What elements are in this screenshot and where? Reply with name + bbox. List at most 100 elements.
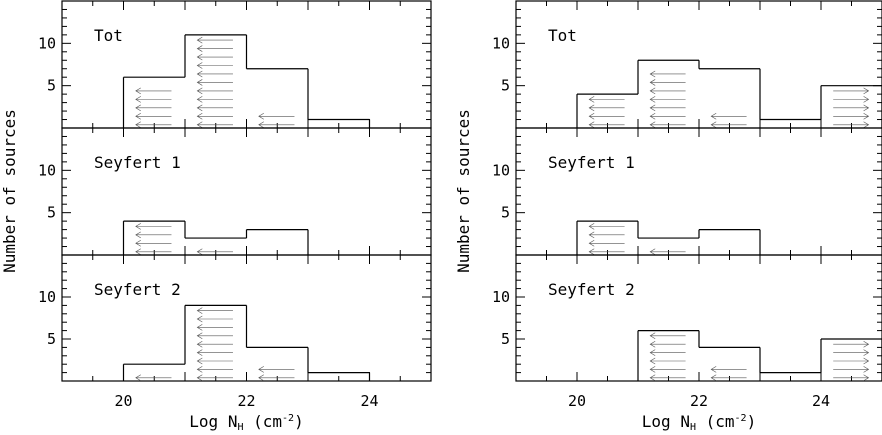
upper-limit-arrow [649,104,686,112]
upper-limit-arrow [135,240,172,247]
lower-limit-arrow [833,113,870,120]
y-tick-label: 10 [492,161,510,179]
subpanel-label: Seyfert 2 [548,280,635,299]
upper-limit-arrow [196,104,233,112]
upper-limit-arrow [196,62,233,69]
upper-limit-arrow [588,104,625,112]
upper-limit-arrow [649,121,686,129]
lower-limit-arrow [833,96,870,103]
subpanel-seyfert-1: 5 10 Seyfert 1 [38,127,432,256]
upper-limit-arrow [258,113,295,120]
upper-limit-arrow [588,248,625,256]
y-tick-label: 10 [38,288,56,306]
upper-limit-arrow [649,332,686,340]
lower-limit-arrow [833,357,870,365]
subpanel-label: Tot [94,26,123,45]
upper-limit-arrow [196,357,233,365]
upper-limit-arrow [196,36,233,44]
upper-limit-arrow [710,113,747,120]
upper-limit-arrow [649,87,686,95]
upper-limit-arrow [135,231,172,239]
upper-limit-arrow [588,121,625,129]
subpanel-label: Seyfert 1 [94,153,181,172]
lower-limit-arrow [833,340,870,348]
upper-limit-arrow [196,374,233,382]
upper-limit-arrow [135,113,172,120]
y-tick-label: 10 [38,34,56,52]
upper-limit-arrow [649,349,686,356]
upper-limit-arrow [649,96,686,103]
upper-limit-arrow [649,374,686,382]
y-tick-label: 10 [492,288,510,306]
subpanel-seyfert-2: 5 10 Seyfert 2 [492,254,882,382]
subpanel-label: Seyfert 1 [548,153,635,172]
upper-limit-arrow [710,366,747,373]
subpanel-tot: 5 10 Tot [492,0,882,129]
upper-limit-arrow [196,332,233,340]
upper-limit-arrow [196,315,233,323]
x-axis-label: Log NH (cm-2) [189,412,303,431]
upper-limit-arrow [196,113,233,120]
upper-limit-arrow [649,79,686,86]
upper-limit-arrow [588,231,625,239]
lower-limit-arrow [833,121,870,129]
subpanel-seyfert-2: 5 10 Seyfert 2 [38,254,432,382]
panel-right: 5 10 Tot 5 10 Seyfert 1 5 10 Seyfert 2 20 22 24 Log … [454,0,882,433]
x-tick-label: 24 [360,392,378,410]
upper-limit-arrow [588,223,625,230]
histogram-bars [576,59,882,128]
histogram-bars [637,330,882,381]
upper-limit-arrow [649,248,686,256]
x-tick-label: 24 [812,392,830,410]
upper-limit-arrow [196,349,233,356]
upper-limit-arrow [710,121,747,129]
y-tick-label: 10 [38,161,56,179]
upper-limit-arrow [196,87,233,95]
upper-limit-arrow [135,104,172,112]
y-tick-label: 5 [47,77,56,95]
lower-limit-arrow [833,374,870,382]
y-tick-label: 10 [492,34,510,52]
upper-limit-arrow [135,121,172,129]
upper-limit-arrow [135,248,172,256]
upper-limit-arrow [710,374,747,382]
upper-limit-arrow [649,70,686,78]
upper-limit-arrow [196,121,233,129]
upper-limit-arrow [135,374,172,382]
upper-limit-arrow [135,223,172,230]
upper-limit-arrow [649,366,686,373]
upper-limit-arrow [649,340,686,348]
upper-limit-arrow [196,79,233,86]
y-tick-label: 5 [501,204,510,222]
x-axis-label: Log NH (cm-2) [642,412,756,431]
upper-limit-arrow [588,113,625,120]
x-tick-label: 22 [690,392,708,410]
upper-limit-arrow [196,70,233,78]
y-tick-label: 5 [501,77,510,95]
upper-limit-arrow [135,96,172,103]
upper-limit-arrow [258,121,295,129]
upper-limit-arrow [135,87,172,95]
upper-limit-arrow [196,248,233,256]
y-tick-label: 5 [47,204,56,222]
y-tick-label: 5 [47,330,56,348]
upper-limit-arrow [196,45,233,52]
histogram-bars [576,220,761,255]
lower-limit-arrow [833,87,870,95]
upper-limit-arrow [588,96,625,103]
x-tick-label: 20 [114,392,132,410]
y-axis-label: Number of sources [0,109,19,273]
lower-limit-arrow [833,366,870,373]
lower-limit-arrow [833,349,870,356]
x-tick-label: 22 [237,392,255,410]
subpanel-tot: 5 10 Tot [38,0,432,129]
panel-left: 5 10 Tot 5 10 Seyfert 1 5 10 Seyfert 2 20 22 24 Log … [0,0,432,433]
upper-limit-arrow [196,324,233,331]
subpanel-label: Tot [548,26,577,45]
upper-limit-arrow [196,340,233,348]
upper-limit-arrow [196,53,233,61]
upper-limit-arrow [649,357,686,365]
upper-limit-arrow [258,374,295,382]
upper-limit-arrow [649,113,686,120]
x-tick-label: 20 [568,392,586,410]
